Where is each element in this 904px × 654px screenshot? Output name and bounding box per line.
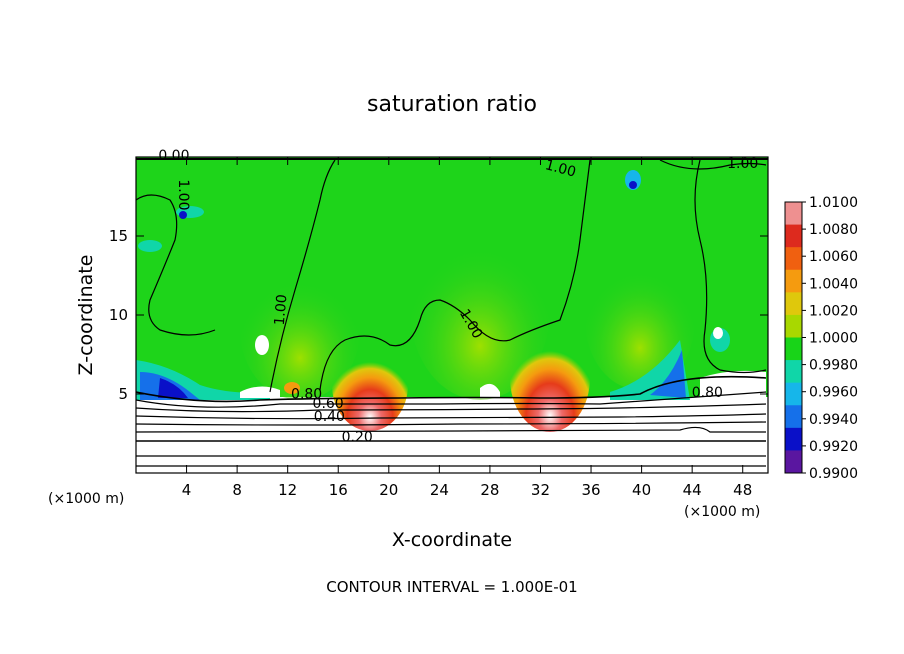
contour-0.60 <box>136 403 767 413</box>
contour-label: 0.80 <box>692 385 723 401</box>
x-tick-label: 40 <box>632 481 651 499</box>
contour-0.80 <box>136 375 767 403</box>
supersaturated-plume-1 <box>332 339 408 431</box>
x-tick-label: 12 <box>278 481 297 499</box>
y-axis-ticks: 5 10 15 <box>109 227 768 403</box>
x-tick-label: 48 <box>733 481 752 499</box>
colorbar-segment <box>785 292 802 316</box>
field-lower-white <box>136 397 768 473</box>
x-tick-label: 4 <box>182 481 192 499</box>
colorbar-tick-label: 1.0000 <box>809 331 858 347</box>
colorbar-segment <box>785 337 802 361</box>
contour-1.00-far-right <box>659 159 767 170</box>
navy-spot-upper-right <box>629 181 637 189</box>
colorbar-segment <box>785 427 802 451</box>
y-tick-label: 5 <box>118 385 128 403</box>
colorbar-tick-label: 1.0060 <box>809 249 858 265</box>
contour-labels: 0.001.001.00 1.001.00 1.000.800.600.400.20… <box>158 148 758 445</box>
contour-label: 0.20 <box>342 429 373 445</box>
colorbar: 1.0100 1.0080 1.0060 1.0040 1.0020 1.0000 0.99… <box>784 195 858 482</box>
x-tick-label: 24 <box>430 481 449 499</box>
x-tick-label: 32 <box>531 481 550 499</box>
contour-1.00-right <box>694 159 767 374</box>
contour-label: 0.40 <box>314 409 345 425</box>
colorbar-tick-label: 0.9980 <box>809 358 858 374</box>
warm-region-left <box>240 260 360 400</box>
colorbar-tick-label: 0.9940 <box>809 412 858 428</box>
colorbar-tick-label: 1.0040 <box>809 276 858 292</box>
colorbar-segment <box>785 224 802 248</box>
x-tick-label: 20 <box>379 481 398 499</box>
contour-label: 0.00 <box>158 148 189 164</box>
contour-label: 1.00 <box>543 157 577 181</box>
x-tick-label: 28 <box>480 481 499 499</box>
colorbar-segment <box>785 450 802 474</box>
white-patch-right <box>713 327 723 339</box>
colorbar-tick-label: 1.0100 <box>809 195 858 211</box>
white-patch-left <box>255 335 269 355</box>
colorbar-segment <box>785 405 802 429</box>
x-multiplier-left: (×1000 m) <box>48 491 124 507</box>
x-tick-label: 44 <box>683 481 702 499</box>
x-tick-label: 8 <box>232 481 242 499</box>
contour-1.00-left <box>136 194 216 336</box>
contour-0.30 <box>136 426 766 433</box>
x-axis-title: X-coordinate <box>392 529 512 551</box>
colorbar-tick-label: 0.9920 <box>809 439 858 455</box>
x-tick-label: 36 <box>581 481 600 499</box>
contour-label: 1.00 <box>272 294 291 326</box>
colorbar-segment <box>785 360 802 384</box>
navy-core-left <box>158 378 188 398</box>
colorbar-tick-label: 0.9960 <box>809 385 858 401</box>
contour-lines <box>136 158 768 467</box>
contour-1.00-mid-left <box>269 159 336 393</box>
colorbar-segment <box>785 247 802 271</box>
contour-label: 0.60 <box>313 396 344 412</box>
cyan-patch-left <box>138 240 162 252</box>
colorbar-segment <box>785 382 802 406</box>
contour-0.40 <box>136 421 767 426</box>
colorbar-segment <box>785 314 802 338</box>
contour-0.70 <box>136 391 767 408</box>
contour-label: 0.80 <box>291 387 322 403</box>
colorbar-tick-label: 1.0020 <box>809 303 858 319</box>
contour-1.00-center <box>319 159 591 391</box>
contour-0.50 <box>136 413 767 420</box>
y-tick-label: 15 <box>109 227 128 245</box>
colorbar-tick-label: 1.0080 <box>809 222 858 238</box>
contour-interval-note: CONTOUR INTERVAL = 1.000E-01 <box>326 578 577 596</box>
saturation-field <box>136 157 768 473</box>
contour-label: 1.00 <box>175 179 191 210</box>
y-tick-label: 10 <box>109 306 128 324</box>
x-tick-label: 16 <box>329 481 348 499</box>
blue-band-right <box>650 350 686 398</box>
supersaturated-spot <box>284 382 300 394</box>
x-axis-ticks: 4 8 12 16 20 24 28 32 36 40 44 48 <box>182 157 752 499</box>
y-axis-title: Z-coordinate <box>75 255 97 376</box>
colorbar-segment <box>785 202 802 226</box>
chart-title: saturation ratio <box>367 92 537 117</box>
colorbar-tick-label: 0.9900 <box>809 466 858 482</box>
colorbar-segment <box>785 269 802 293</box>
blue-spot-topleft <box>179 211 187 219</box>
x-multiplier-right: (×1000 m) <box>684 504 760 520</box>
supersaturated-plume-2 <box>510 324 590 432</box>
